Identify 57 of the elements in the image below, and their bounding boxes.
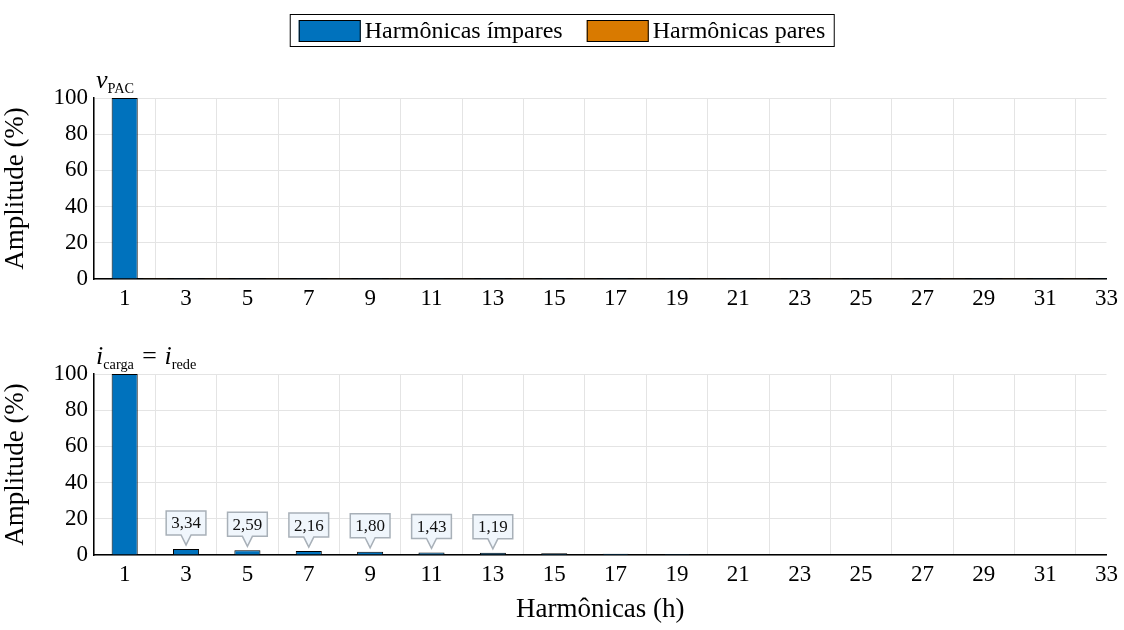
x-tick-label: 31 xyxy=(1033,560,1057,586)
x-tick-label: 33 xyxy=(1095,284,1118,310)
data-label: 1,19 xyxy=(477,517,508,537)
y-tick-label: 80 xyxy=(65,120,88,146)
x-tick-label: 5 xyxy=(241,560,254,586)
y-tick-label: 60 xyxy=(65,156,88,182)
y-tick-label: 80 xyxy=(65,396,88,422)
y-tick-label: 60 xyxy=(65,432,88,458)
data-label: 2,59 xyxy=(232,514,263,534)
x-tick-label: 21 xyxy=(726,284,750,310)
x-tick-label: 33 xyxy=(1095,560,1118,586)
x-tick-label: 25 xyxy=(849,560,873,586)
x-tick-label: 9 xyxy=(364,560,376,586)
y-tick-label: 20 xyxy=(65,228,88,254)
x-tick-label: 1 xyxy=(118,560,131,586)
data-label: 3,34 xyxy=(171,513,202,533)
x-tick-label: 3 xyxy=(180,284,192,310)
x-tick-label: 23 xyxy=(788,284,812,310)
x-tick-label: 17 xyxy=(604,284,628,310)
y-tick-label: 0 xyxy=(76,265,88,291)
x-tick-label: 11 xyxy=(420,284,443,310)
x-axis-title: Harmônicas (h) xyxy=(515,592,685,623)
data-label: 1,80 xyxy=(355,516,386,536)
legend-label: Harmônicas pares xyxy=(652,17,826,44)
y-tick-label: 40 xyxy=(65,192,88,218)
x-tick-label: 27 xyxy=(910,560,934,586)
x-tick-label: 9 xyxy=(364,284,376,310)
x-tick-label: 21 xyxy=(726,560,750,586)
y-tick-label: 0 xyxy=(76,541,88,567)
x-tick-label: 31 xyxy=(1033,284,1057,310)
y-axis-title: Amplitude (%) xyxy=(0,107,30,270)
x-tick-label: 23 xyxy=(788,560,812,586)
x-tick-label: 5 xyxy=(241,284,254,310)
x-tick-label: 7 xyxy=(303,284,315,310)
x-tick-label: 25 xyxy=(849,284,873,310)
legend-label: Harmônicas ímpares xyxy=(364,17,563,44)
x-tick-label: 19 xyxy=(665,560,689,586)
x-tick-label: 13 xyxy=(481,560,505,586)
x-tick-label: 29 xyxy=(972,560,996,586)
y-tick-label: 100 xyxy=(53,84,88,110)
data-label: 2,16 xyxy=(293,515,324,535)
y-axis-title: Amplitude (%) xyxy=(0,383,30,546)
data-label: 1,43 xyxy=(416,516,447,536)
x-tick-label: 29 xyxy=(972,284,996,310)
y-tick-label: 20 xyxy=(65,504,88,530)
x-tick-label: 17 xyxy=(604,560,628,586)
x-tick-label: 15 xyxy=(542,560,566,586)
x-tick-label: 11 xyxy=(420,560,443,586)
x-tick-label: 1 xyxy=(118,284,131,310)
y-tick-label: 40 xyxy=(65,468,88,494)
x-tick-label: 13 xyxy=(481,284,505,310)
y-tick-label: 100 xyxy=(53,360,88,386)
x-tick-label: 7 xyxy=(303,560,315,586)
x-tick-label: 15 xyxy=(542,284,566,310)
x-tick-label: 3 xyxy=(180,560,192,586)
x-tick-label: 27 xyxy=(910,284,934,310)
x-tick-label: 19 xyxy=(665,284,689,310)
